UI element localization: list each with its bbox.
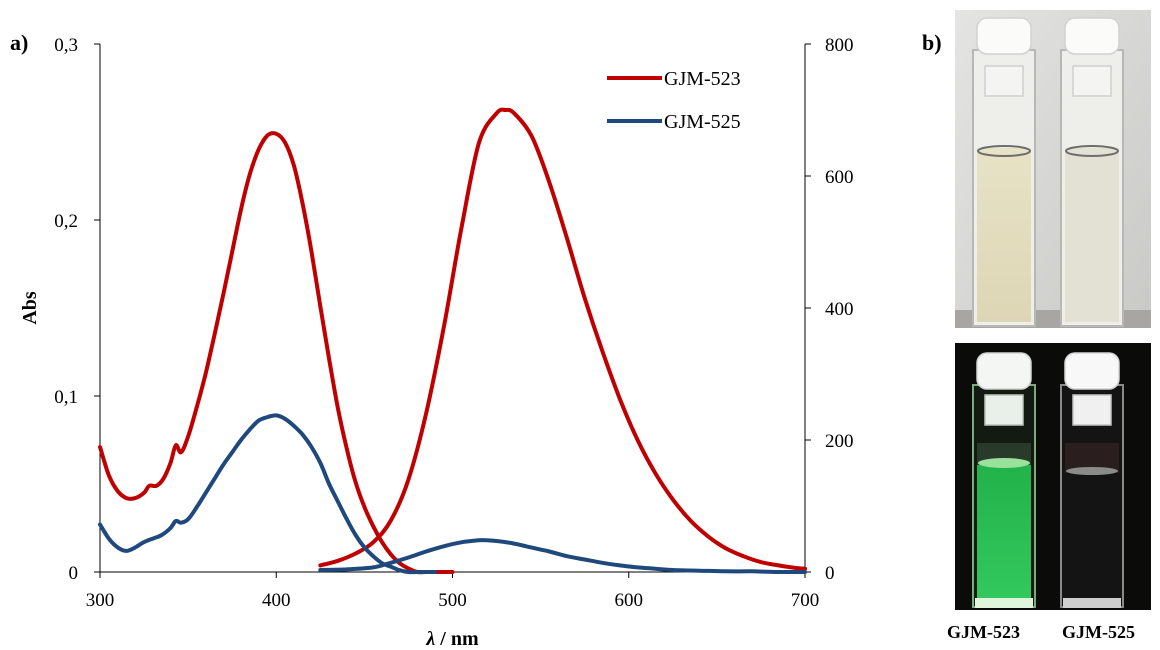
legend-label-gjm-523: GJM-523 [664,68,741,90]
y-left-tick-label: 0,1 [54,387,78,408]
series-gjm-525-fluorescence-line [318,538,807,575]
y-right-tick-label: 0 [825,563,835,584]
cuvette-left-uv [972,352,1036,608]
caption-gjm-523: GJM-523 [947,622,1020,642]
cuvettes-daylight-photo [955,10,1151,328]
x-tick-label: 300 [86,590,115,611]
x-tick-label: 600 [615,590,644,611]
cuvette-right [1060,17,1124,327]
cuvette-right-uv [1060,352,1124,608]
caption-gjm-525: GJM-525 [1062,622,1135,642]
panel-a-label: a) [10,30,29,55]
series-gjm-525-absorbance-line [98,413,437,575]
y-right-tick-label: 400 [825,299,854,320]
series-gjm-523-absorbance-line [98,131,455,575]
y-left-tick-label: 0,3 [54,35,78,56]
y-left-tick-label: 0,2 [54,211,78,232]
labels: 300 400 500 600 70000,10,20,30200400600800λ … [19,35,880,650]
x-tick-label: 700 [791,590,820,611]
x-tick-label: 500 [438,590,467,611]
series-gjm-523-fluorescence-line [318,107,807,571]
cuvettes-uv-photo [955,343,1151,610]
y-right-tick-label: 200 [825,431,854,452]
y-left-title: Abs [19,291,41,325]
x-axis-title: λ / nm [425,628,479,650]
panel-b-label: b) [922,30,942,55]
chart-area: 300 400 500 600 70000,10,20,30200400600800λ … [19,35,880,650]
x-tick-label: 400 [262,590,291,611]
cuvette-left [972,17,1036,327]
y-right-tick-label: 600 [825,167,854,188]
y-right-tick-label: 800 [825,35,854,56]
y-left-tick-label: 0 [69,563,79,584]
legend-label-gjm-525: GJM-525 [664,111,741,133]
legend: GJM-523 GJM-525 [607,68,741,133]
y-right-title: Fluo. int. [877,269,880,346]
series-layer [98,107,807,575]
